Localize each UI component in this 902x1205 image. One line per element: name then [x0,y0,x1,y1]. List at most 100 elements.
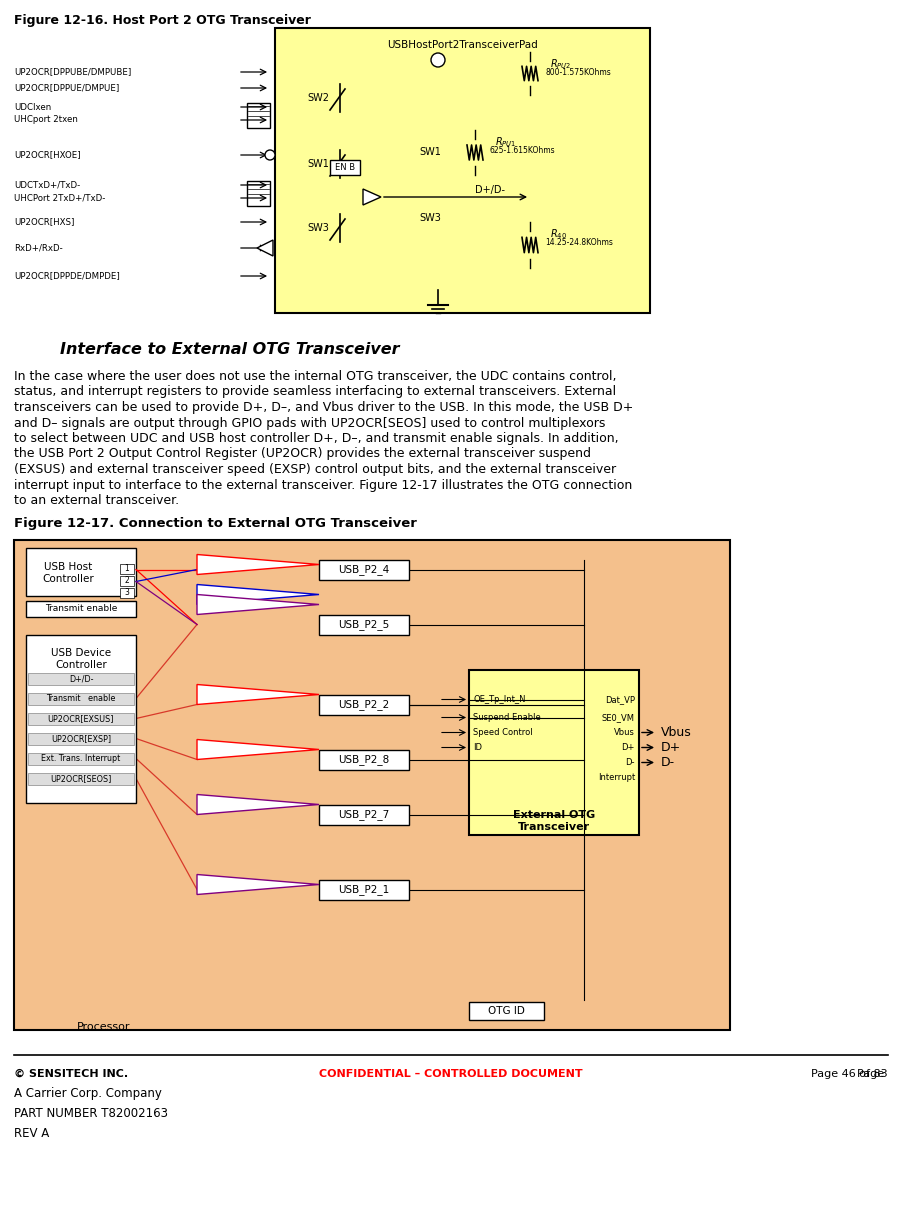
Text: Speed Control: Speed Control [473,728,532,737]
Text: transceivers can be used to provide D+, D–, and Vbus driver to the USB. In this : transceivers can be used to provide D+, … [14,401,633,415]
Text: D-: D- [661,756,675,769]
Bar [28,712,134,724]
Text: OTG ID: OTG ID [488,1006,525,1016]
Text: SW1: SW1 [419,147,441,157]
Text: UP2OCR[HXS]: UP2OCR[HXS] [14,217,74,227]
Text: SW2: SW2 [307,93,329,102]
Text: $R_{40}$: $R_{40}$ [550,227,567,241]
Polygon shape [197,875,319,894]
Text: status, and interrupt registers to provide seamless interfacing to external tran: status, and interrupt registers to provi… [14,386,616,399]
Text: $R_{PU2}$: $R_{PU2}$ [550,57,572,71]
Bar [28,693,134,705]
Circle shape [265,149,275,160]
Polygon shape [197,794,319,815]
Bar [120,588,134,598]
Text: interrupt input to interface to the external transceiver. Figure 12-17 illustrat: interrupt input to interface to the exte… [14,478,632,492]
Bar [28,672,134,684]
Text: RxD+/RxD-: RxD+/RxD- [14,243,63,253]
Text: CONFIDENTIAL – CONTROLLED DOCUMENT: CONFIDENTIAL – CONTROLLED DOCUMENT [319,1069,583,1078]
Bar [319,750,409,770]
Bar [319,880,409,899]
Text: UDCTxD+/TxD-: UDCTxD+/TxD- [14,181,80,189]
Text: the USB Port 2 Output Control Register (UP2OCR) provides the external transceive: the USB Port 2 Output Control Register (… [14,447,591,460]
Bar [319,559,409,580]
Text: SW1: SW1 [307,159,329,169]
Text: Processor: Processor [78,1022,131,1031]
Text: SW3: SW3 [419,213,441,223]
Text: D+/D-: D+/D- [475,186,505,195]
Bar [319,615,409,635]
Text: Suspend Enable: Suspend Enable [473,713,541,722]
Text: UHCPort 2TxD+/TxD-: UHCPort 2TxD+/TxD- [14,194,106,202]
Bar [28,733,134,745]
Bar [26,635,136,803]
Bar [469,1003,544,1019]
Polygon shape [197,594,319,615]
Text: USB Host: USB Host [44,562,92,571]
Text: SW3: SW3 [307,223,329,233]
Polygon shape [363,189,381,205]
Text: USB Device: USB Device [51,647,111,658]
Text: D+: D+ [661,741,681,754]
Text: In the case where the user does not use the internal OTG transceiver, the UDC co: In the case where the user does not use … [14,370,616,383]
Text: UP2OCR[EXSP]: UP2OCR[EXSP] [51,734,111,743]
Text: Transceiver: Transceiver [518,822,590,831]
Text: 2: 2 [124,576,129,584]
Text: Ext. Trans. Interrupt: Ext. Trans. Interrupt [41,754,121,763]
Text: UP2OCR[DPPDE/DMPDE]: UP2OCR[DPPDE/DMPDE] [14,271,120,281]
Text: UP2OCR[DPPUE/DMPUE]: UP2OCR[DPPUE/DMPUE] [14,83,119,93]
Bar [330,160,360,175]
Text: Vbus: Vbus [661,725,692,739]
Text: to an external transceiver.: to an external transceiver. [14,494,179,507]
Text: A Carrier Corp. Company: A Carrier Corp. Company [14,1087,161,1100]
Text: Vbus: Vbus [614,728,635,737]
Polygon shape [197,584,319,605]
Text: 1: 1 [124,564,129,574]
Polygon shape [197,684,319,705]
Text: and D– signals are output through GPIO pads with UP2OCR[SEOS] used to control mu: and D– signals are output through GPIO p… [14,417,605,429]
Polygon shape [197,740,319,759]
Text: Figure 12-16. Host Port 2 OTG Transceiver: Figure 12-16. Host Port 2 OTG Transceive… [14,14,311,27]
Bar [26,547,136,595]
Bar [469,670,639,835]
Text: USB_P2_2: USB_P2_2 [338,699,390,710]
Polygon shape [257,240,273,255]
Text: (EXSUS) and external transceiver speed (EXSP) control output bits, and the exter: (EXSUS) and external transceiver speed (… [14,463,616,476]
Text: Transmit enable: Transmit enable [45,604,117,613]
Text: Figure 12-17. Connection to External OTG Transceiver: Figure 12-17. Connection to External OTG… [14,517,417,530]
Bar [319,694,409,715]
Bar [28,772,134,784]
Text: Page 46 of 83: Page 46 of 83 [812,1069,888,1078]
Text: USBHostPort2TransceiverPad: USBHostPort2TransceiverPad [387,40,538,49]
Bar [14,540,730,1030]
Bar [120,564,134,574]
Text: 14.25-24.8KOhms: 14.25-24.8KOhms [545,239,612,247]
Text: REV A: REV A [14,1127,50,1140]
Text: UP2OCR[EXSUS]: UP2OCR[EXSUS] [48,715,115,723]
Polygon shape [197,554,319,575]
Text: D+: D+ [621,743,635,752]
Text: Dat_VP: Dat_VP [605,695,635,704]
Text: UP2OCR[SEOS]: UP2OCR[SEOS] [51,774,112,783]
Text: © SENSITECH INC.: © SENSITECH INC. [14,1069,128,1078]
Text: $R_{PU1}$: $R_{PU1}$ [495,135,517,148]
Text: ID: ID [473,743,482,752]
Text: USB_P2_1: USB_P2_1 [338,884,390,895]
Text: USB_P2_4: USB_P2_4 [338,564,390,575]
Text: PART NUMBER T82002163: PART NUMBER T82002163 [14,1107,168,1119]
Text: D+/D-: D+/D- [69,674,93,683]
Text: 625-1.615KOhms: 625-1.615KOhms [490,146,556,155]
Polygon shape [247,181,270,206]
Text: D-: D- [625,758,635,768]
Polygon shape [247,102,270,128]
Bar [275,28,650,313]
Text: USB_P2_8: USB_P2_8 [338,754,390,765]
Text: Interrupt: Interrupt [598,772,635,782]
Text: UP2OCR[DPPUBE/DMPUBE]: UP2OCR[DPPUBE/DMPUBE] [14,67,132,76]
Text: to select between UDC and USB host controller D+, D–, and transmit enable signal: to select between UDC and USB host contr… [14,433,619,445]
Text: 3: 3 [124,588,130,596]
Text: USB_P2_7: USB_P2_7 [338,809,390,819]
Text: Interface to External OTG Transceiver: Interface to External OTG Transceiver [60,342,400,357]
Text: External OTG: External OTG [513,810,595,819]
Text: EN B: EN B [335,163,355,171]
